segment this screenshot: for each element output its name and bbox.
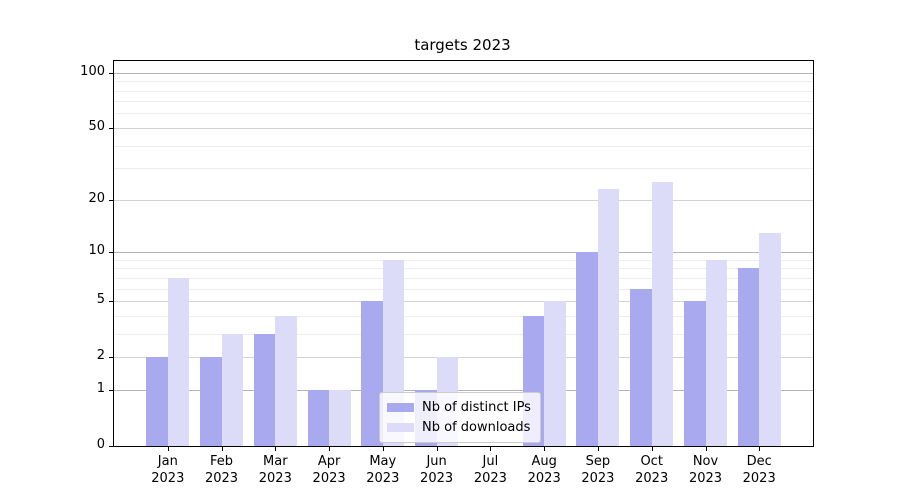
x-tick-mark: [275, 447, 277, 451]
bar-feb-downloads: [221, 333, 243, 446]
major-gridline: [114, 301, 813, 302]
bar-dec-downloads: [759, 232, 781, 446]
x-tick-label: Aug 2023: [527, 454, 561, 486]
major-gridline: [114, 389, 813, 391]
y-tick-label: 0: [96, 437, 105, 452]
legend-item-downloads: Nb of downloads: [387, 419, 531, 436]
minor-gridline: [114, 90, 813, 92]
y-tick-label: 5: [96, 292, 105, 307]
x-tick-mark: [382, 447, 384, 451]
major-gridline: [114, 252, 813, 253]
minor-gridline: [114, 113, 813, 115]
minor-gridline: [114, 101, 813, 103]
bar-sep-downloads: [597, 188, 620, 446]
x-tick-label: Jul 2023: [473, 454, 507, 486]
y-tick-mark: [109, 72, 113, 74]
legend-swatch-distinct-ips: [387, 403, 414, 412]
x-tick-label: Jan 2023: [151, 454, 185, 486]
major-gridline: [114, 199, 813, 201]
bar-feb-distinct-ips: [200, 357, 222, 446]
x-tick-label: Oct 2023: [635, 454, 669, 486]
bar-mar-distinct-ips: [253, 333, 276, 446]
bar-aug-downloads: [544, 301, 566, 446]
bar-oct-distinct-ips: [630, 288, 652, 446]
minor-gridline: [114, 277, 813, 279]
x-tick-mark: [544, 447, 546, 451]
x-tick-mark: [490, 447, 492, 451]
legend-label-distinct-ips: Nb of distinct IPs: [422, 400, 531, 415]
y-tick-mark: [109, 301, 113, 302]
bar-sep-distinct-ips: [576, 252, 598, 446]
legend-swatch-downloads: [387, 423, 414, 432]
x-tick-label: Apr 2023: [312, 454, 346, 486]
y-tick-mark: [109, 199, 113, 201]
y-tick-mark: [109, 127, 113, 129]
bar-oct-downloads: [651, 182, 674, 446]
minor-gridline: [114, 333, 813, 335]
legend: Nb of distinct IPs Nb of downloads: [379, 392, 541, 443]
x-tick-mark: [705, 447, 707, 451]
x-tick-mark: [436, 447, 438, 451]
minor-gridline: [114, 81, 813, 83]
y-tick-label: 20: [88, 190, 105, 206]
y-tick-mark: [109, 446, 113, 447]
bar-mar-downloads: [275, 315, 297, 446]
x-tick-label: May 2023: [366, 454, 400, 486]
x-tick-label: Sep 2023: [581, 454, 615, 486]
x-tick-label: Jun 2023: [420, 454, 454, 486]
y-tick-label: 100: [80, 63, 105, 79]
minor-gridline: [114, 288, 813, 290]
minor-gridline: [114, 268, 813, 270]
bar-apr-distinct-ips: [307, 389, 330, 446]
bar-nov-distinct-ips: [684, 301, 706, 446]
x-tick-label: Nov 2023: [688, 454, 723, 486]
x-tick-label: Mar 2023: [258, 454, 292, 486]
x-tick-mark: [167, 447, 169, 451]
legend-item-distinct-ips: Nb of distinct IPs: [387, 399, 531, 416]
major-gridline: [114, 127, 813, 129]
major-gridline: [114, 357, 813, 359]
bar-may-distinct-ips: [361, 301, 383, 446]
x-tick-mark: [759, 447, 761, 451]
x-tick-mark: [329, 447, 331, 451]
bar-dec-distinct-ips: [737, 268, 760, 446]
y-tick-label: 50: [88, 118, 105, 134]
x-tick-label: Dec 2023: [742, 454, 776, 486]
bar-apr-downloads: [329, 389, 351, 446]
x-tick-mark: [221, 447, 223, 451]
y-tick-label: 1: [96, 380, 105, 396]
y-tick-label: 2: [96, 348, 105, 364]
y-tick-label: 10: [88, 243, 105, 258]
bar-jan-downloads: [167, 277, 190, 446]
major-gridline: [114, 72, 813, 74]
x-tick-mark: [597, 447, 599, 451]
bar-jan-distinct-ips: [146, 357, 168, 446]
y-tick-mark: [109, 389, 113, 391]
plot-area: Nb of distinct IPs Nb of downloads: [113, 60, 814, 447]
bar-nov-downloads: [705, 259, 727, 446]
x-tick-mark: [651, 447, 653, 451]
legend-label-downloads: Nb of downloads: [422, 420, 531, 435]
minor-gridline: [114, 315, 813, 317]
minor-gridline: [114, 145, 813, 147]
minor-gridline: [114, 259, 813, 261]
minor-gridline: [114, 168, 813, 170]
y-tick-mark: [109, 252, 113, 253]
x-tick-label: Feb 2023: [204, 454, 239, 486]
y-tick-mark: [109, 357, 113, 359]
chart-title: targets 2023: [414, 36, 511, 54]
